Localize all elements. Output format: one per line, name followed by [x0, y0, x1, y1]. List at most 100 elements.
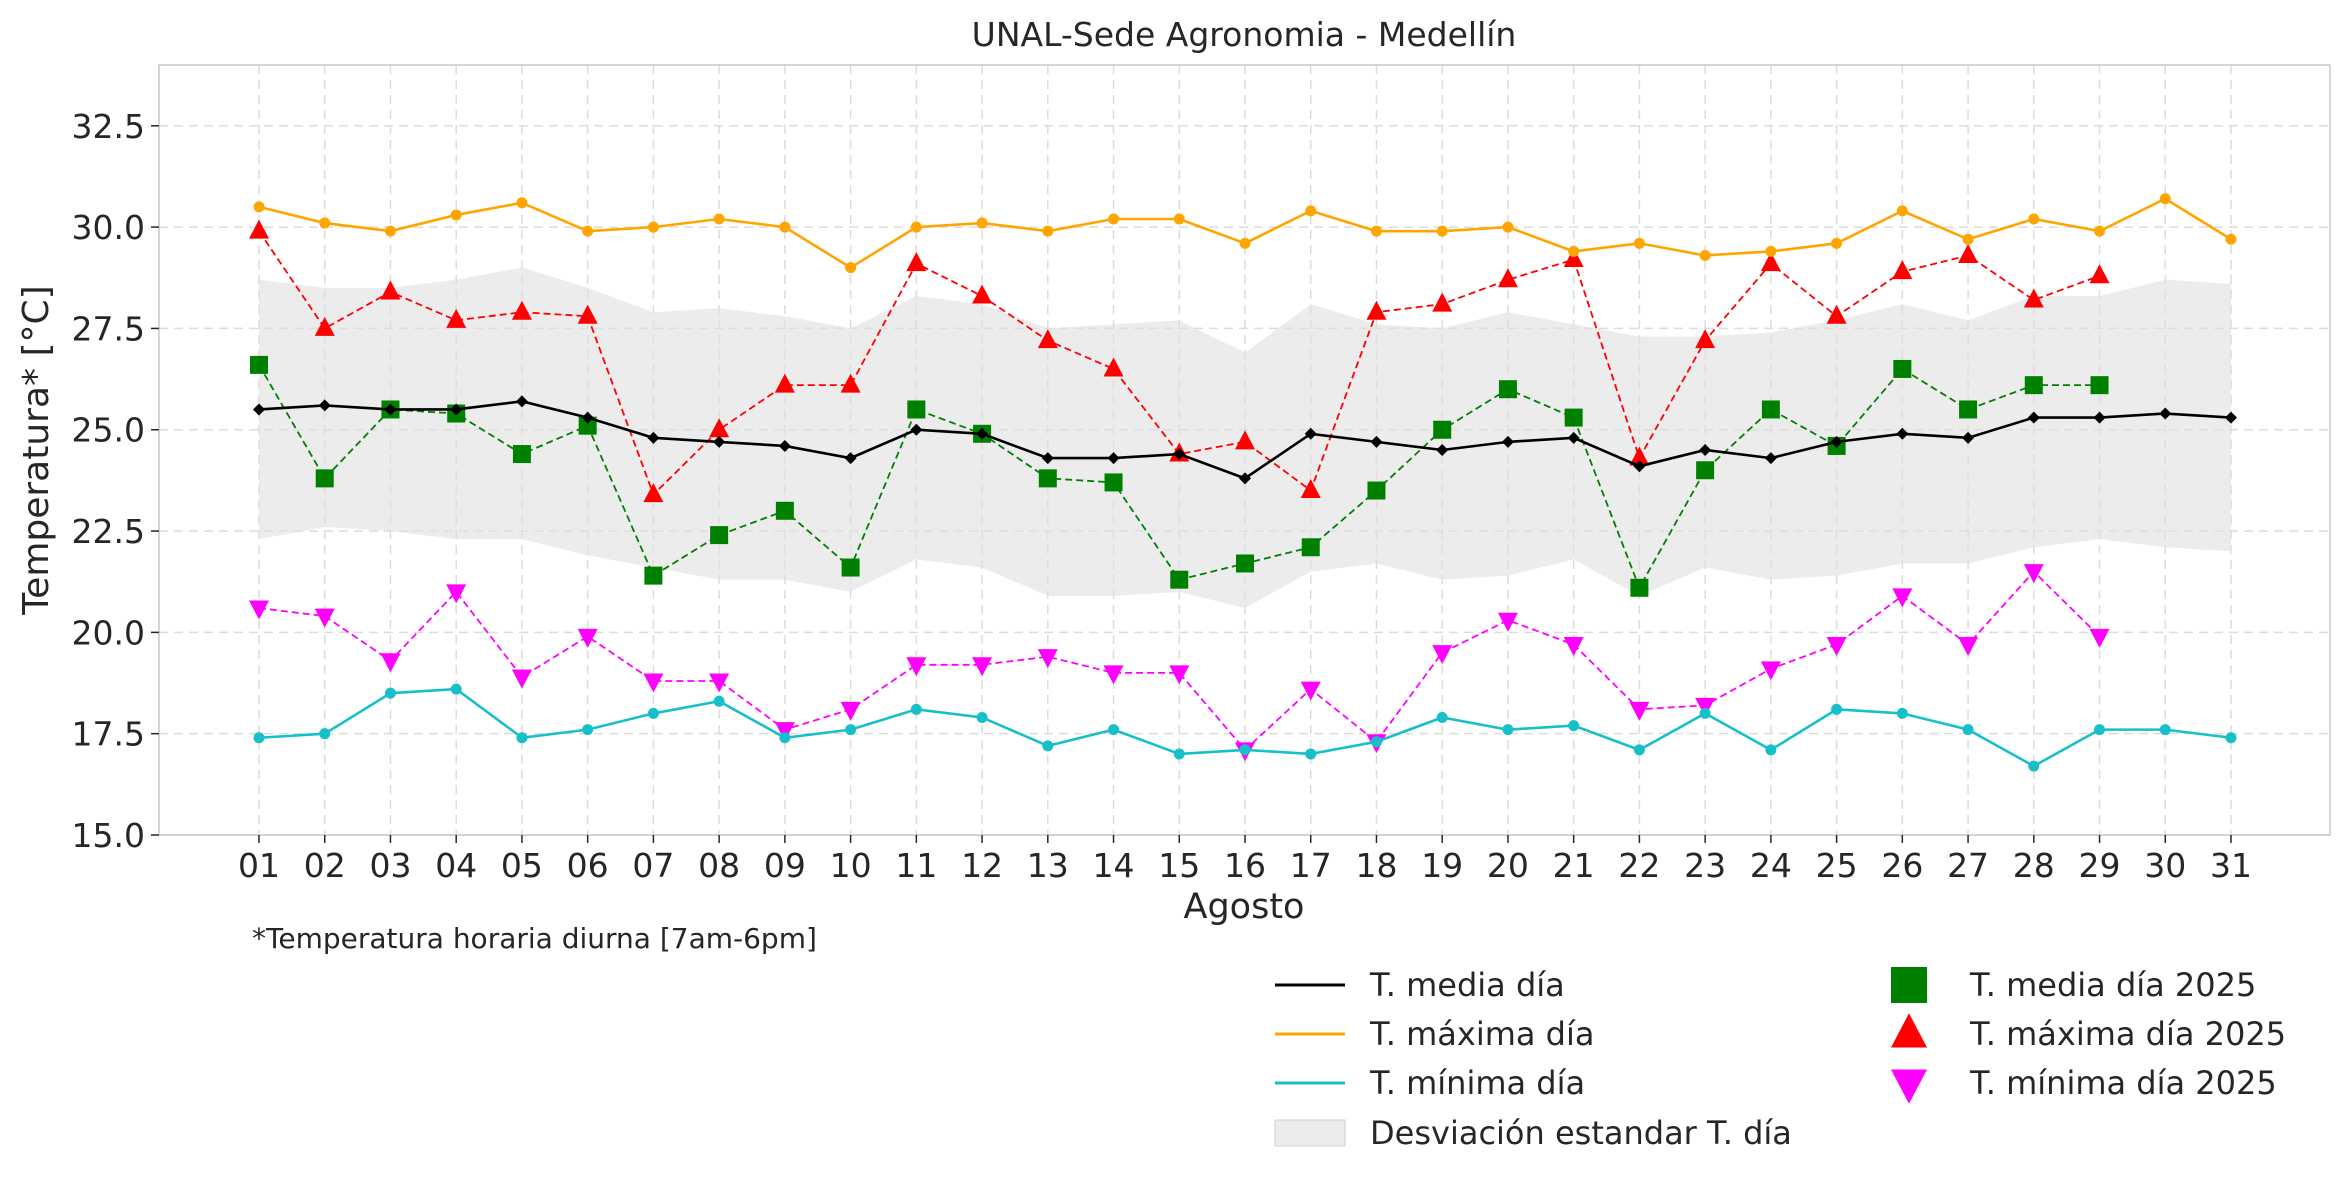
data-point — [1169, 665, 1190, 685]
x-tick-label: 07 — [632, 846, 674, 885]
data-point — [384, 687, 396, 699]
data-point — [319, 217, 331, 229]
data-point — [250, 355, 268, 374]
data-point — [1958, 637, 1979, 657]
data-point — [2028, 760, 2040, 772]
data-point — [1108, 213, 1120, 225]
data-point — [450, 209, 462, 221]
data-point — [253, 201, 265, 213]
data-point — [907, 400, 926, 419]
data-point — [1502, 724, 1514, 736]
x-tick-labels: 01 02 03 04 05 06 07 08 09 10 11 12 13 14 15 16 17 18 19 20… — [238, 835, 2252, 885]
data-point — [1696, 461, 1715, 480]
data-point — [779, 732, 791, 744]
data-point — [1173, 213, 1185, 225]
data-point — [1432, 292, 1453, 312]
x-tick-label: 14 — [1093, 846, 1135, 885]
series-2 — [253, 683, 2237, 772]
x-tick-label: 16 — [1224, 846, 1266, 885]
data-point — [1370, 225, 1382, 237]
legend-swatch — [1891, 967, 1927, 1003]
x-tick-label: 31 — [2210, 846, 2252, 885]
x-tick-label: 08 — [698, 846, 740, 885]
data-point — [2089, 264, 2110, 284]
legend-label: T. media día 2025 — [1969, 966, 2256, 1004]
data-point — [581, 411, 594, 424]
x-tick-label: 02 — [304, 846, 346, 885]
legend-swatch — [1891, 1013, 1927, 1048]
data-point — [906, 252, 927, 272]
x-tick-label: 27 — [1947, 846, 1989, 885]
data-point — [582, 724, 594, 736]
data-point — [1366, 300, 1387, 320]
data-point — [713, 695, 725, 707]
x-tick-label: 01 — [238, 846, 280, 885]
data-point — [249, 600, 269, 620]
series-line — [258, 570, 2101, 752]
footnote: *Temperatura horaria diurna [7am-6pm] — [252, 922, 817, 955]
data-point — [976, 427, 989, 440]
data-point — [1892, 588, 1913, 608]
y-tick-label: 22.5 — [72, 512, 145, 551]
data-point — [2024, 376, 2043, 395]
data-point — [841, 558, 860, 577]
data-point — [1042, 225, 1054, 237]
data-point — [1173, 748, 1185, 760]
data-point — [1765, 744, 1777, 756]
data-point — [844, 452, 857, 465]
data-point — [1305, 205, 1317, 217]
data-point — [2225, 411, 2237, 424]
data-point — [1037, 649, 1058, 669]
data-point — [1831, 237, 1843, 249]
y-axis-label: Temperatura* [°C] — [16, 285, 57, 615]
y-tick-label: 30.0 — [72, 208, 145, 247]
data-point — [1962, 724, 1974, 736]
data-point — [1436, 444, 1449, 456]
data-point — [1103, 357, 1124, 377]
data-point — [906, 657, 927, 677]
data-point — [976, 217, 988, 229]
legend-label: T. máxima día — [1369, 1015, 1594, 1053]
data-point — [845, 262, 857, 274]
data-point — [840, 701, 861, 721]
data-point — [2090, 376, 2109, 395]
x-tick-label: 12 — [961, 846, 1003, 885]
data-point — [1502, 221, 1514, 233]
data-point — [1104, 473, 1123, 492]
x-tick-label: 19 — [1421, 846, 1463, 885]
data-point — [2023, 288, 2044, 308]
data-point — [775, 501, 794, 520]
data-point — [1892, 260, 1913, 280]
data-point — [512, 445, 531, 464]
x-tick-label: 30 — [2144, 846, 2186, 885]
data-point — [1108, 724, 1120, 736]
data-point — [1235, 430, 1255, 450]
data-point — [1629, 701, 1650, 721]
data-point — [314, 316, 335, 336]
data-point — [643, 673, 664, 693]
data-point — [446, 584, 467, 604]
data-point — [1699, 444, 1712, 456]
series-3 — [250, 355, 2109, 597]
data-point — [380, 280, 401, 300]
data-point — [1568, 720, 1580, 732]
x-tick-label: 26 — [1881, 846, 1923, 885]
x-tick-label: 23 — [1684, 846, 1726, 885]
data-point — [319, 728, 331, 740]
data-point — [2225, 732, 2237, 744]
data-point — [253, 403, 265, 416]
data-point — [1962, 233, 1974, 245]
data-point — [1962, 431, 1975, 444]
data-point — [647, 431, 660, 444]
y-tick-label: 20.0 — [72, 613, 145, 652]
data-point — [2159, 724, 2171, 736]
x-tick-label: 04 — [435, 846, 477, 885]
data-point — [1760, 252, 1781, 272]
data-point — [1633, 460, 1646, 473]
data-point — [384, 225, 396, 237]
data-point — [1633, 237, 1645, 249]
data-point — [910, 221, 922, 233]
data-point — [1037, 329, 1058, 349]
data-point — [1893, 359, 1912, 378]
data-point — [647, 707, 659, 719]
